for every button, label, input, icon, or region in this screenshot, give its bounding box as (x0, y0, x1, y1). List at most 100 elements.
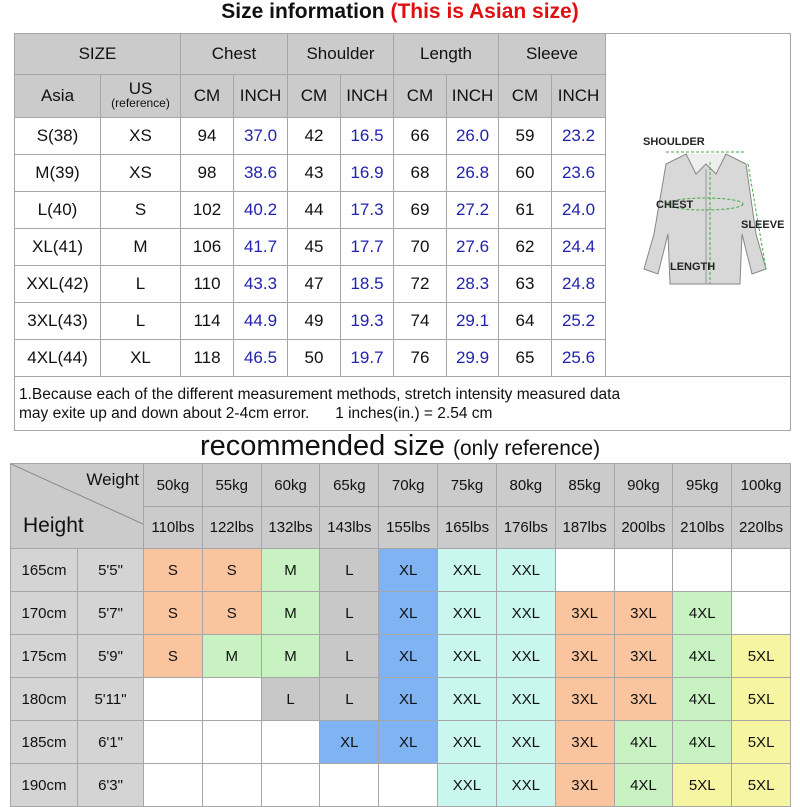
size-rec: L (319, 548, 380, 592)
label-chest: CHEST (656, 199, 694, 211)
size-rec: 3XL (613, 677, 674, 721)
size-rec (260, 763, 321, 807)
size-rec: XXL (437, 548, 497, 592)
sub-header: Asia (14, 74, 101, 118)
weight-lbs: 132lbs (260, 506, 321, 549)
sub-header: INCH (340, 74, 394, 118)
size-rec (672, 548, 733, 592)
size-cell: 19.7 (340, 339, 394, 377)
size-rec: L (319, 677, 380, 721)
size-rec: 4XL (672, 677, 733, 721)
chest-line (666, 197, 744, 211)
weight-label: Weight (86, 470, 139, 489)
size-rec: M (260, 548, 321, 592)
group-header: SIZE (14, 33, 181, 75)
weight-lbs: 110lbs (143, 506, 203, 549)
size-cell: 64 (498, 302, 552, 340)
size-rec: XL (378, 677, 439, 721)
sub-header: CM (287, 74, 341, 118)
weight-kg: 70kg (378, 463, 439, 507)
size-cell: XL (100, 339, 181, 377)
size-cell: 25.2 (551, 302, 606, 340)
size-cell: 29.9 (446, 339, 499, 377)
sub-header: CM (393, 74, 447, 118)
height-cm: 185cm (10, 720, 78, 764)
size-rec: 3XL (613, 591, 674, 635)
note-line: may exite up and down about 2-4cm error.… (19, 404, 493, 422)
size-rec: 3XL (554, 677, 615, 721)
size-cell: 16.5 (340, 117, 394, 155)
weight-lbs: 155lbs (378, 506, 439, 549)
size-rec (731, 548, 791, 592)
size-cell: 43 (287, 154, 341, 192)
size-rec: S (143, 634, 203, 678)
collar (685, 153, 727, 175)
height-cm: 165cm (10, 548, 78, 592)
size-cell: L (100, 265, 181, 303)
size-rec: 4XL (672, 634, 733, 678)
diagram-box: SHOULDER CHEST SLEEVE LENGTH (605, 33, 791, 377)
size-cell: 43.3 (233, 265, 288, 303)
size-rec: S (201, 548, 262, 592)
size-cell: 63 (498, 265, 552, 303)
size-cell: 19.3 (340, 302, 394, 340)
label-sleeve: SLEEVE (741, 219, 784, 231)
size-rec (319, 763, 380, 807)
size-rec: XL (378, 634, 439, 678)
size-rec (201, 720, 262, 764)
size-cell: M (100, 228, 181, 266)
size-rec (143, 720, 203, 764)
size-rec: XXL (495, 763, 556, 807)
size-rec (143, 677, 203, 721)
sleeve-line (747, 163, 767, 270)
group-header: Length (393, 33, 499, 75)
size-cell: 49 (287, 302, 341, 340)
recommend-title-main: recommended size (199, 430, 445, 462)
weight-kg: 55kg (201, 463, 262, 507)
size-cell: 26.0 (446, 117, 499, 155)
size-cell: 47 (287, 265, 341, 303)
weight-kg: 85kg (554, 463, 615, 507)
group-header: Sleeve (498, 33, 606, 75)
size-cell: 61 (498, 191, 552, 229)
size-rec: S (143, 591, 203, 635)
size-cell: 38.6 (233, 154, 288, 192)
weight-kg: 95kg (672, 463, 733, 507)
weight-kg: 50kg (143, 463, 203, 507)
weight-lbs: 176lbs (495, 506, 556, 549)
size-cell: 62 (498, 228, 552, 266)
size-cell: 44.9 (233, 302, 288, 340)
label-length: LENGTH (670, 261, 715, 273)
weight-lbs: 220lbs (731, 506, 791, 549)
size-rec: 3XL (613, 634, 674, 678)
weight-kg: 80kg (495, 463, 556, 507)
weight-lbs: 187lbs (554, 506, 615, 549)
size-rec: 5XL (731, 634, 791, 678)
height-inch: 5'7" (77, 591, 144, 635)
size-rec: 5XL (731, 763, 791, 807)
size-cell: XS (100, 154, 181, 192)
title-main: Size information (221, 0, 385, 23)
title-sub: (This is Asian size) (390, 0, 579, 23)
height-cm: 180cm (10, 677, 78, 721)
title: Size information (This is Asian size) (0, 0, 800, 24)
size-cell: 66 (393, 117, 447, 155)
size-rec: XL (378, 720, 439, 764)
size-cell: M(39) (14, 154, 101, 192)
size-rec (378, 763, 439, 807)
size-rec: 3XL (554, 720, 615, 764)
size-cell: 44 (287, 191, 341, 229)
size-cell: 23.2 (551, 117, 606, 155)
us-header: US (128, 79, 153, 98)
size-cell: 94 (180, 117, 234, 155)
size-rec: XXL (437, 720, 497, 764)
weight-kg: 90kg (613, 463, 674, 507)
size-cell: 50 (287, 339, 341, 377)
recommend-title: recommended size (only reference) (0, 430, 800, 463)
size-rec: XXL (437, 634, 497, 678)
weight-kg: 65kg (319, 463, 380, 507)
size-rec: M (201, 634, 262, 678)
label-shoulder: SHOULDER (643, 136, 705, 148)
size-cell: 70 (393, 228, 447, 266)
size-cell: 106 (180, 228, 234, 266)
